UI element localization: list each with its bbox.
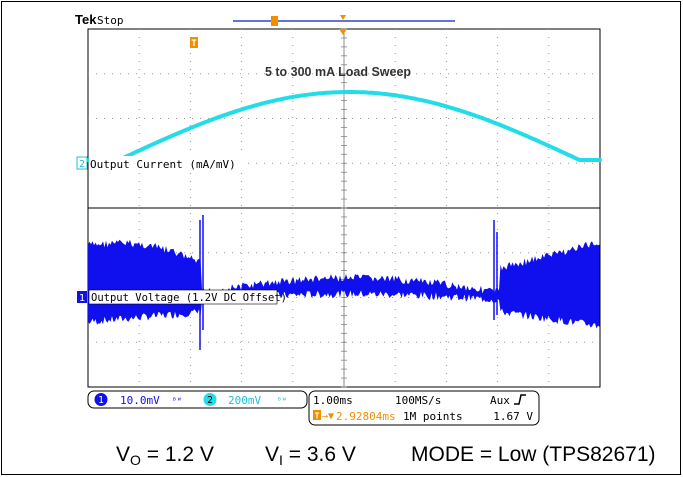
- timebase-trigger-readout[interactable]: 1.00ms 100MS/s Aux T →▼ 2.92804ms 1M poi…: [308, 390, 540, 426]
- brand-logo: Tek: [75, 12, 97, 27]
- sample-rate-readout: 100MS/s: [395, 394, 441, 407]
- channel-2-ground-marker[interactable]: 2: [76, 156, 88, 170]
- channel-1-ground-marker[interactable]: 1: [77, 291, 87, 304]
- acquisition-status: Stop: [97, 14, 124, 27]
- bandwidth-limit-icon: ᴮᵂ: [172, 396, 182, 405]
- rising-edge-icon: [514, 394, 526, 405]
- svg-text:T: T: [315, 412, 320, 421]
- input-voltage-condition: VI = 3.6 V: [265, 443, 356, 468]
- expansion-point-marker: [340, 15, 346, 20]
- channel-1-waveform: [88, 215, 600, 350]
- svg-text:1: 1: [98, 395, 104, 406]
- output-voltage-condition: VO = 1.2 V: [116, 443, 214, 468]
- oscilloscope-screenshot: Tek Stop T 5 to 300 mA Load Sweep 2 Outp…: [75, 12, 602, 426]
- mode-condition: MODE = Low (TPS82671): [411, 443, 656, 466]
- record-position-bar[interactable]: [233, 16, 455, 26]
- position-arrow-icon: →▼: [322, 411, 334, 422]
- figure-caption: VO = 1.2 V VI = 3.6 V MODE = Low (TPS826…: [0, 440, 683, 470]
- trigger-level-readout: 1.67 V: [493, 410, 533, 423]
- record-window-marker: [271, 16, 278, 26]
- graticule-grid: [88, 28, 600, 388]
- timebase-readout: 1.00ms: [313, 394, 353, 407]
- svg-text:2: 2: [207, 395, 213, 406]
- channel-2-label: Output Current (mA/mV): [90, 158, 236, 171]
- channel-scale-readout[interactable]: 1 10.0mV ᴮᵂ 2 200mV ᴮᵂ: [87, 390, 308, 409]
- trigger-position-marker[interactable]: [339, 29, 347, 35]
- svg-text:T: T: [191, 39, 197, 49]
- channel-1-scale: 10.0mV: [120, 394, 160, 407]
- channel-1-badge: [94, 393, 108, 406]
- waveform-title: 5 to 300 mA Load Sweep: [265, 65, 411, 79]
- record-length-readout: 1M points: [403, 410, 463, 423]
- trigger-marker-T: T: [190, 37, 198, 49]
- svg-text:2: 2: [79, 159, 85, 170]
- trigger-source-readout: Aux: [490, 394, 510, 407]
- channel-2-waveform: [86, 90, 602, 162]
- channel-2-scale: 200mV: [228, 394, 261, 407]
- bandwidth-limit-icon: ᴮᵂ: [277, 396, 287, 405]
- trigger-position-readout: 2.92804ms: [336, 410, 396, 423]
- channel-1-label: Output Voltage (1.2V DC Offset): [91, 292, 287, 304]
- svg-text:1: 1: [79, 293, 85, 304]
- trigger-position-icon: [313, 410, 321, 420]
- channel-2-badge: [203, 393, 217, 406]
